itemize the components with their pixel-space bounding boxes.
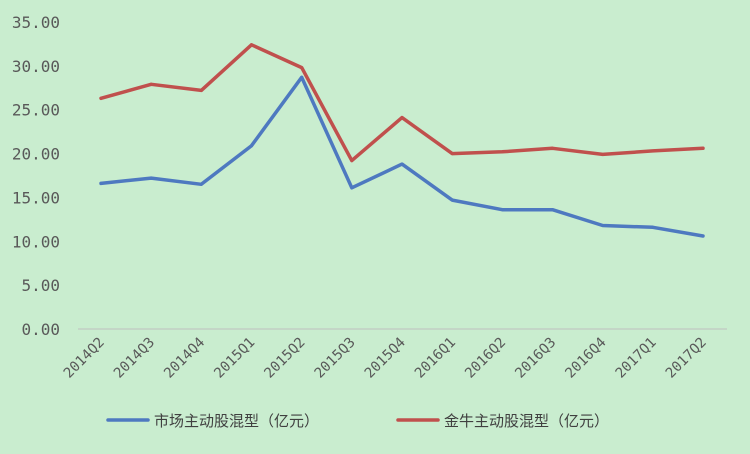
data-point [350,159,354,163]
data-point [350,186,354,190]
legend: 市场主动股混型（亿元） 金牛主动股混型（亿元） [106,412,609,430]
data-point [300,66,304,70]
series-line-1 [99,43,705,163]
x-tick-label: 2014Q2 [61,335,108,382]
data-point [601,223,605,227]
data-point [149,176,153,180]
data-point [99,181,103,185]
data-point [149,82,153,86]
y-tick-label: 5.00 [21,276,60,295]
data-point [450,152,454,156]
data-point [601,152,605,156]
data-point [551,208,554,212]
y-tick-label: 0.00 [21,320,60,339]
data-point [450,198,454,202]
data-point [250,144,253,148]
data-point [701,234,705,238]
data-point [250,43,253,47]
y-tick-label: 30.00 [12,57,60,76]
x-tick-label: 2015Q4 [362,335,409,382]
series-layer [99,43,705,238]
data-point [199,88,203,92]
data-point [199,182,203,186]
x-tick-label: 2014Q3 [111,335,158,382]
x-tick-label: 2014Q4 [161,335,208,382]
data-point [400,116,404,120]
x-tick-label: 2016Q4 [562,335,609,382]
x-axis: 2014Q2 2014Q3 2014Q4 2015Q1 2015Q2 2015Q3 2015… [61,328,727,382]
y-tick-label: 35.00 [12,13,60,32]
x-tick-label: 2016Q2 [462,335,509,382]
series-line-0 [99,75,705,238]
y-tick-label: 10.00 [12,232,60,251]
x-tick-label: 2015Q1 [211,335,258,382]
data-point [99,96,103,100]
data-point [651,225,655,229]
data-point [400,162,404,166]
data-point [300,75,304,79]
legend-label: 市场主动股混型（亿元） [154,412,319,430]
data-point [500,150,504,154]
x-tick-label: 2015Q3 [312,335,359,382]
x-tick-label: 2017Q1 [613,335,660,382]
data-point [551,146,554,150]
y-tick-label: 15.00 [12,188,60,207]
y-tick-label: 20.00 [12,145,60,164]
x-tick-label: 2015Q2 [261,335,308,382]
y-axis: 0.00 5.00 10.00 15.00 20.00 25.00 30.00 35.00 [12,13,60,339]
data-point [651,149,655,153]
legend-label: 金牛主动股混型（亿元） [444,412,609,430]
y-tick-label: 25.00 [12,101,60,120]
data-point [500,208,504,212]
x-tick-label: 2017Q2 [663,335,710,382]
x-tick-label: 2016Q1 [412,335,459,382]
data-point [701,146,705,150]
x-tick-label: 2016Q3 [512,335,559,382]
